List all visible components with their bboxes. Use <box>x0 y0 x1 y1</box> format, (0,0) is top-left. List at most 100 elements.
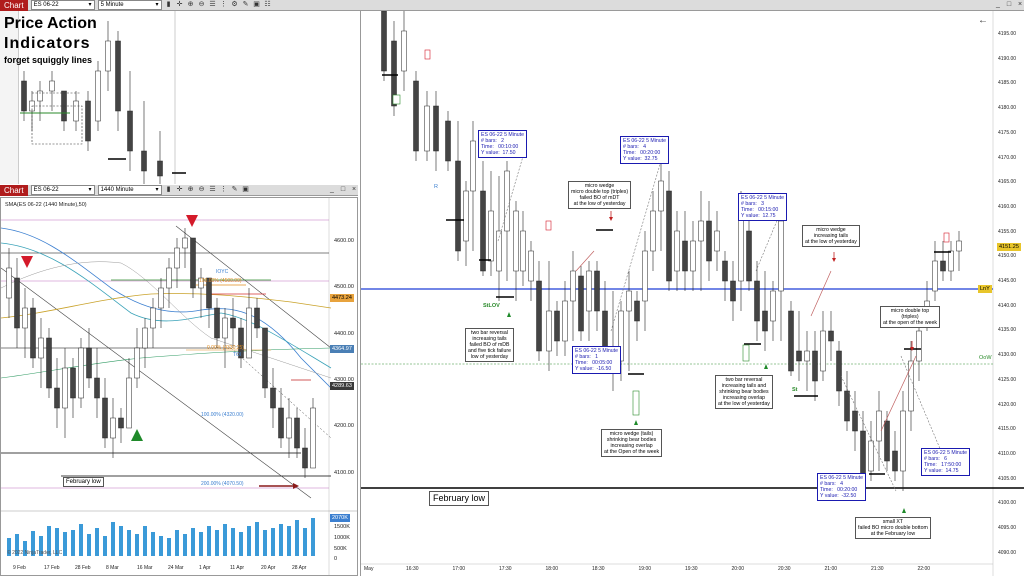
top-toolbar: Chart ES 06-22 ▾ 5 Minute ▾ ▮ ✛ ⊕ ⊖ ☰ ⋮ ⚙ … <box>0 0 1024 11</box>
measure-tooltip: ES 06-22 5 Minute # bars: 3 Time: 00:15:… <box>738 193 787 221</box>
instrument-selector[interactable]: ES 06-22 ▾ <box>30 185 95 195</box>
volume-bar <box>167 538 171 556</box>
volume-tick: 1500K <box>334 524 350 530</box>
volume-bar <box>95 528 99 556</box>
volume-tag: 2070K <box>330 514 350 522</box>
sma-indicator-label: SMA(ES 06-22 (1440 Minute),50) <box>5 202 87 208</box>
instrument-value: ES 06-22 <box>33 2 59 8</box>
fib-label: 100.00% (4320.00) <box>201 412 244 418</box>
candle-body <box>876 410 882 442</box>
indicators-icon[interactable]: ⋮ <box>220 1 228 8</box>
minimize-icon[interactable]: _ <box>330 186 334 193</box>
price-tick: 4155.00 <box>998 228 1017 235</box>
bar-type-icon[interactable]: ▮ <box>166 1 171 8</box>
candle-body <box>141 150 147 172</box>
date-tick: 20 Apr <box>261 565 276 571</box>
close-icon[interactable]: × <box>351 186 357 193</box>
candle-body <box>562 300 568 342</box>
time-tick: 18:30 <box>592 566 605 572</box>
volume-bar <box>183 534 187 556</box>
annotation-line: and five tick failure <box>468 348 511 354</box>
candle-body <box>54 387 60 409</box>
zoom-out-icon[interactable]: ⊖ <box>198 1 205 8</box>
drawing-tools-icon[interactable]: ✎ <box>231 186 238 193</box>
candle-body <box>174 247 180 269</box>
candle-body <box>634 300 640 322</box>
annotation-line: micro wedge <box>816 227 846 233</box>
candle-body <box>714 230 720 252</box>
back-arrow-icon[interactable]: ← <box>978 15 988 26</box>
volume-bar <box>311 518 315 556</box>
chart-tab[interactable]: Chart <box>0 184 28 196</box>
date-tick: 1 Apr <box>199 565 211 571</box>
zoom-in-icon[interactable]: ⊕ <box>187 186 194 193</box>
candle-body <box>310 407 316 469</box>
candle-body <box>49 80 55 92</box>
price-tag-sma20: 4364.97 <box>330 345 354 353</box>
properties-icon[interactable]: ☰ <box>209 1 216 8</box>
volume-bar <box>159 536 163 556</box>
date-tick: 11 Apr <box>230 565 245 571</box>
snapshot-icon[interactable]: ▣ <box>253 1 260 8</box>
candle-body <box>488 210 494 262</box>
indicators-icon[interactable]: ⋮ <box>220 186 228 193</box>
annotation-box: micro wedge micro double top (triples) f… <box>568 181 632 209</box>
fib-label: 100.00% (4500.00) <box>199 278 242 284</box>
candle-body <box>528 250 534 282</box>
volume-bar <box>143 526 147 556</box>
instrument-selector[interactable]: ES 06-22 ▾ <box>30 0 95 10</box>
snapshot-icon[interactable]: ▣ <box>242 186 249 193</box>
chart-tab[interactable]: Chart <box>0 0 28 11</box>
crosshair-icon[interactable]: ✛ <box>176 1 183 8</box>
volume-bar <box>87 534 91 556</box>
properties-icon[interactable]: ☰ <box>209 186 216 193</box>
volume-bar <box>127 530 131 556</box>
close-icon[interactable]: × <box>1017 1 1023 8</box>
interval-value: 5 Minute <box>100 2 124 8</box>
minimize-icon[interactable]: _ <box>996 1 1000 8</box>
maximize-icon[interactable]: □ <box>340 186 346 193</box>
candle-body <box>157 160 163 177</box>
daily-chart-panel: SMA(ES 06-22 (1440 Minute),50) 100.00% (… <box>0 197 358 576</box>
candle-body <box>381 11 387 72</box>
chart-trader-icon[interactable]: ☷ <box>264 1 271 8</box>
volume-bar <box>63 532 67 556</box>
maximize-icon[interactable]: □ <box>1006 1 1012 8</box>
crosshair-icon[interactable]: ✛ <box>176 186 183 193</box>
annotation-line: at the February low <box>870 531 916 537</box>
drawing-tools-icon[interactable]: ✎ <box>242 1 249 8</box>
red-triangle-icon <box>186 215 198 227</box>
candle-body <box>504 170 510 232</box>
brand-subtitle: forget squiggly lines <box>4 55 93 65</box>
volume-bar <box>79 524 83 556</box>
toi-label: TOI <box>233 352 242 358</box>
zoom-in-icon[interactable]: ⊕ <box>187 1 194 8</box>
strategies-icon[interactable]: ⚙ <box>231 1 238 8</box>
candle-body <box>270 387 276 409</box>
february-low-label: February low <box>429 491 490 506</box>
candle-body <box>21 80 27 112</box>
bar-type-icon[interactable]: ▮ <box>166 186 171 193</box>
candle-body <box>262 327 268 389</box>
annotation-line: small XT <box>882 519 903 525</box>
candle-body <box>445 120 451 162</box>
price-tick: 4115.00 <box>998 426 1016 433</box>
candle-body <box>900 410 906 472</box>
volume-bar <box>111 522 115 556</box>
interval-selector[interactable]: 5 Minute ▾ <box>97 0 162 10</box>
interval-selector[interactable]: 1440 Minute ▾ <box>97 185 162 195</box>
time-tick: 20:30 <box>778 566 791 572</box>
brand-title-line1: Price Action <box>4 15 97 32</box>
candle-body <box>496 230 502 272</box>
candle-body <box>115 40 121 112</box>
annotation-line: at the low of yesterday <box>805 239 857 245</box>
candle-body <box>230 317 236 329</box>
price-tick: 4125.00 <box>998 376 1017 383</box>
price-tick: 4110.00 <box>998 450 1016 457</box>
candle-body <box>413 80 419 152</box>
daily-candles <box>6 228 316 478</box>
candle-body <box>73 100 79 122</box>
daily-price-tick: 4100.00 <box>334 470 354 476</box>
volume-bars <box>7 518 315 556</box>
zoom-out-icon[interactable]: ⊖ <box>198 186 205 193</box>
